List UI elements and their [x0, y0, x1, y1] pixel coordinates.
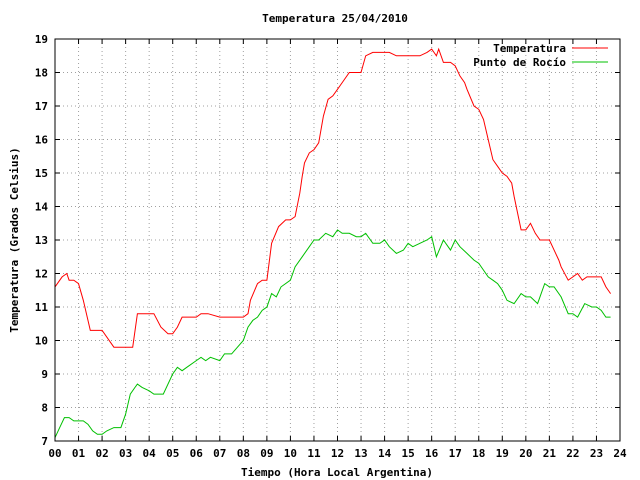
y-tick-label: 10	[35, 335, 48, 348]
axis-ticks: 00 01 02 03 04 05 06 07 08 09 10 11 12 13 14 15 16 17 18 19…	[35, 33, 627, 460]
x-tick-label: 00	[48, 447, 61, 460]
x-tick-label: 18	[472, 447, 485, 460]
y-tick-label: 12	[35, 268, 48, 281]
x-tick-label: 08	[237, 447, 250, 460]
x-tick-label: 23	[590, 447, 603, 460]
y-tick-label: 9	[41, 368, 48, 381]
y-tick-label: 11	[35, 301, 49, 314]
x-tick-label: 01	[72, 447, 86, 460]
x-tick-label: 05	[166, 447, 179, 460]
x-tick-label: 14	[378, 447, 392, 460]
y-tick-label: 7	[41, 435, 48, 448]
x-tick-label: 22	[566, 447, 579, 460]
x-tick-label: 13	[354, 447, 367, 460]
plot-frame	[54, 38, 621, 442]
y-tick-label: 15	[35, 167, 48, 180]
y-tick-label: 8	[41, 402, 48, 415]
x-tick-label: 03	[119, 447, 132, 460]
x-tick-label: 15	[402, 447, 415, 460]
legend-label: Punto de Rocío	[473, 56, 566, 69]
y-tick-label: 19	[35, 33, 48, 46]
y-tick-label: 16	[35, 134, 49, 147]
x-tick-label: 21	[543, 447, 557, 460]
x-tick-label: 16	[425, 447, 439, 460]
x-tick-label: 12	[331, 447, 344, 460]
x-tick-label: 24	[613, 447, 627, 460]
y-tick-label: 17	[35, 100, 48, 113]
y-tick-label: 14	[35, 201, 49, 214]
y-tick-label: 18	[35, 67, 48, 80]
x-tick-label: 04	[143, 447, 157, 460]
series-line-1	[54, 47, 612, 348]
grid	[55, 39, 620, 441]
x-tick-label: 09	[260, 447, 273, 460]
x-tick-label: 02	[95, 447, 108, 460]
y-tick-label: 13	[35, 234, 48, 247]
x-tick-label: 19	[496, 447, 509, 460]
x-tick-label: 17	[449, 447, 462, 460]
legend-label: Temperatura	[493, 42, 566, 55]
x-axis-label: Tiempo (Hora Local Argentina)	[241, 466, 433, 479]
x-tick-label: 10	[284, 447, 297, 460]
series-lines	[54, 47, 612, 438]
series-line-2	[54, 229, 611, 438]
x-tick-label: 06	[190, 447, 204, 460]
y-axis-label: Temperatura (Grados Celsius)	[8, 147, 21, 332]
chart-title: Temperatura 25/04/2010	[262, 12, 408, 25]
x-tick-label: 20	[519, 447, 532, 460]
x-tick-label: 07	[213, 447, 226, 460]
x-tick-label: 11	[307, 447, 321, 460]
